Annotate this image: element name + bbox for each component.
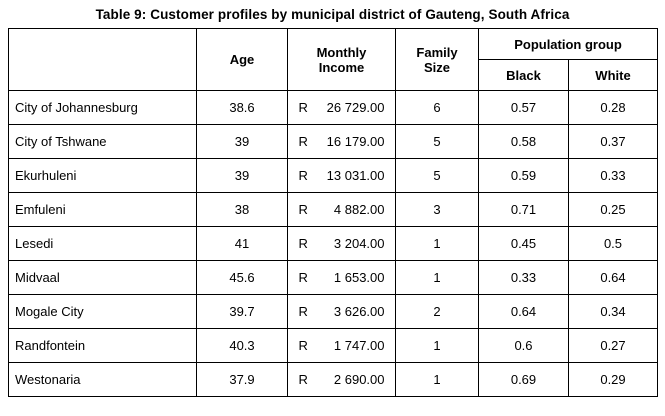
income-cell: R 26 729.00 — [287, 90, 396, 125]
header-population-group: Population group — [478, 28, 658, 60]
age-cell: 38.6 — [196, 90, 288, 125]
income-cell: R 1 653.00 — [287, 260, 396, 295]
white-cell: 0.25 — [568, 192, 658, 227]
family-size-cell: 3 — [395, 192, 479, 227]
age-cell: 40.3 — [196, 328, 288, 363]
currency-symbol: R — [298, 372, 308, 387]
family-size-cell: 1 — [395, 362, 479, 397]
white-cell: 0.33 — [568, 158, 658, 193]
district-cell: Midvaal — [8, 260, 197, 295]
white-cell: 0.28 — [568, 90, 658, 125]
black-cell: 0.69 — [478, 362, 569, 397]
corner-header-cell — [8, 28, 197, 91]
black-cell: 0.71 — [478, 192, 569, 227]
white-cell: 0.27 — [568, 328, 658, 363]
white-cell: 0.5 — [568, 226, 658, 261]
table-row: City of Tshwane 39 R 16 179.00 5 0.58 0.3… — [8, 124, 658, 159]
income-cell: R 3 626.00 — [287, 294, 396, 329]
income-amount: 26 729.00 — [326, 100, 385, 115]
table-title: Table 9: Customer profiles by municipal … — [95, 7, 570, 22]
family-size-cell: 1 — [395, 260, 479, 295]
black-cell: 0.58 — [478, 124, 569, 159]
white-cell: 0.37 — [568, 124, 658, 159]
currency-symbol: R — [298, 236, 308, 251]
income-amount: 4 882.00 — [333, 202, 385, 217]
table-row: Ekurhuleni 39 R 13 031.00 5 0.59 0.33 — [8, 158, 658, 193]
district-cell: Mogale City — [8, 294, 197, 329]
age-cell: 38 — [196, 192, 288, 227]
district-cell: City of Tshwane — [8, 124, 197, 159]
district-cell: Ekurhuleni — [8, 158, 197, 193]
district-cell: Westonaria — [8, 362, 197, 397]
income-cell: R 13 031.00 — [287, 158, 396, 193]
header-white: White — [568, 59, 658, 91]
table-row: Emfuleni 38 R 4 882.00 3 0.71 0.25 — [8, 192, 658, 227]
white-cell: 0.64 — [568, 260, 658, 295]
family-size-cell: 5 — [395, 124, 479, 159]
black-cell: 0.6 — [478, 328, 569, 363]
currency-symbol: R — [298, 168, 308, 183]
family-size-cell: 6 — [395, 90, 479, 125]
currency-symbol: R — [298, 100, 308, 115]
income-cell: R 1 747.00 — [287, 328, 396, 363]
header-black: Black — [478, 59, 569, 91]
black-cell: 0.64 — [478, 294, 569, 329]
family-size-cell: 5 — [395, 158, 479, 193]
customer-profiles-table: Age Monthly Income Family Size Populatio… — [8, 28, 658, 397]
table-row: Randfontein 40.3 R 1 747.00 1 0.6 0.27 — [8, 328, 658, 363]
income-amount: 13 031.00 — [326, 168, 385, 183]
income-cell: R 2 690.00 — [287, 362, 396, 397]
income-cell: R 4 882.00 — [287, 192, 396, 227]
district-cell: City of Johannesburg — [8, 90, 197, 125]
table-row: City of Johannesburg 38.6 R 26 729.00 6 0… — [8, 90, 658, 125]
age-cell: 39 — [196, 158, 288, 193]
table-row: Lesedi 41 R 3 204.00 1 0.45 0.5 — [8, 226, 658, 261]
black-cell: 0.33 — [478, 260, 569, 295]
currency-symbol: R — [298, 304, 308, 319]
table-row: Westonaria 37.9 R 2 690.00 1 0.69 0.29 — [8, 362, 658, 397]
family-size-cell: 1 — [395, 226, 479, 261]
age-cell: 41 — [196, 226, 288, 261]
family-size-cell: 1 — [395, 328, 479, 363]
income-amount: 16 179.00 — [326, 134, 385, 149]
income-cell: R 16 179.00 — [287, 124, 396, 159]
income-amount: 1 653.00 — [333, 270, 385, 285]
header-row-bottom: Black White — [9, 59, 658, 91]
district-cell: Randfontein — [8, 328, 197, 363]
age-cell: 37.9 — [196, 362, 288, 397]
header-age: Age — [196, 28, 288, 91]
white-cell: 0.29 — [568, 362, 658, 397]
currency-symbol: R — [298, 270, 308, 285]
currency-symbol: R — [298, 134, 308, 149]
black-cell: 0.59 — [478, 158, 569, 193]
currency-symbol: R — [298, 202, 308, 217]
white-cell: 0.34 — [568, 294, 658, 329]
table-row: Midvaal 45.6 R 1 653.00 1 0.33 0.64 — [8, 260, 658, 295]
black-cell: 0.57 — [478, 90, 569, 125]
header-row-top: Age Monthly Income Family Size Populatio… — [8, 28, 658, 91]
age-cell: 45.6 — [196, 260, 288, 295]
district-cell: Lesedi — [8, 226, 197, 261]
income-amount: 2 690.00 — [333, 372, 385, 387]
income-amount: 1 747.00 — [333, 338, 385, 353]
header-family-size: Family Size — [395, 28, 479, 91]
income-cell: R 3 204.00 — [287, 226, 396, 261]
district-cell: Emfuleni — [8, 192, 197, 227]
income-amount: 3 626.00 — [333, 304, 385, 319]
family-size-cell: 2 — [395, 294, 479, 329]
income-amount: 3 204.00 — [333, 236, 385, 251]
currency-symbol: R — [298, 338, 308, 353]
age-cell: 39.7 — [196, 294, 288, 329]
age-cell: 39 — [196, 124, 288, 159]
table-row: Mogale City 39.7 R 3 626.00 2 0.64 0.34 — [8, 294, 658, 329]
header-monthly-income: Monthly Income — [287, 28, 396, 91]
black-cell: 0.45 — [478, 226, 569, 261]
